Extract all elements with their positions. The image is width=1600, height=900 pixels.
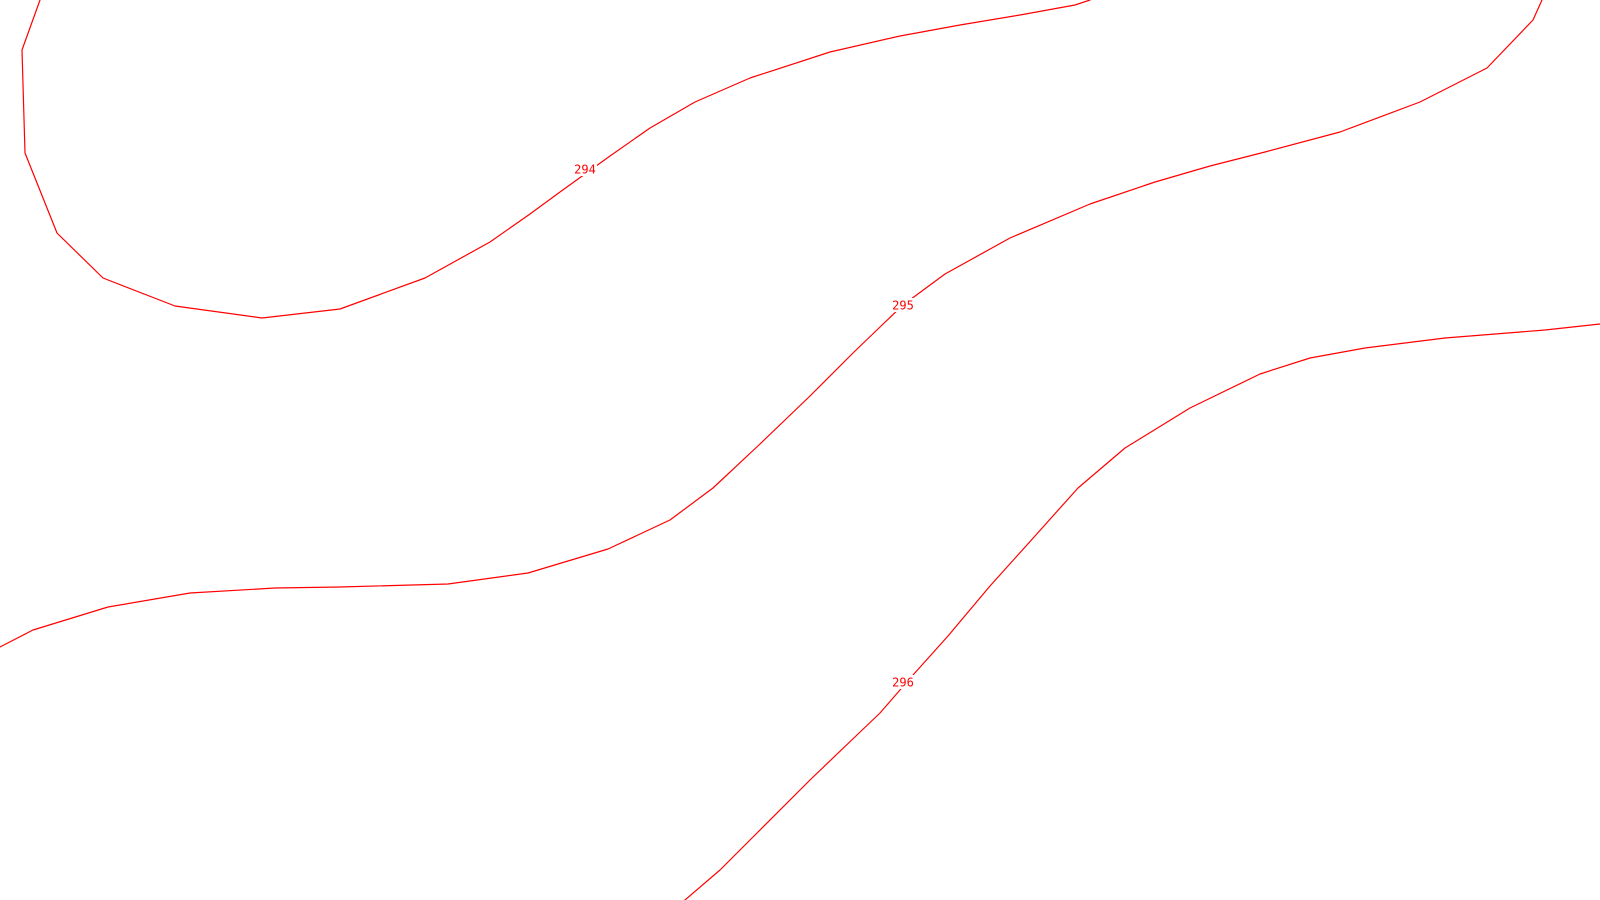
contour-label-296-text: 296 bbox=[892, 676, 914, 690]
contour-label-296: 296 bbox=[891, 675, 915, 690]
contour-label-295: 295 bbox=[891, 298, 915, 313]
contour-label-294: 294 bbox=[573, 162, 597, 177]
contour-label-295-text: 295 bbox=[892, 299, 914, 313]
contour-line-294 bbox=[21, 0, 1091, 319]
contour-line-296 bbox=[684, 323, 1600, 900]
contour-line-295 bbox=[0, 0, 1543, 648]
contour-label-294-text: 294 bbox=[574, 163, 596, 177]
